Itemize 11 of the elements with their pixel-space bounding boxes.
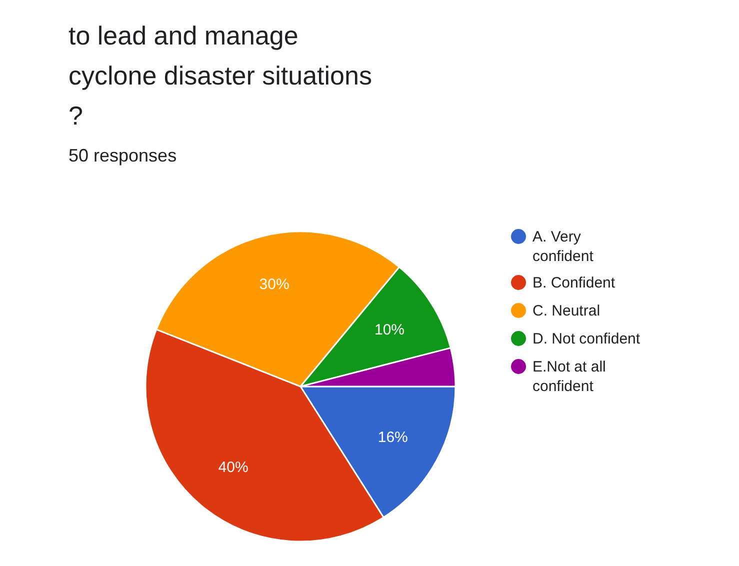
data-label: 16% bbox=[378, 428, 408, 446]
legend-label: E.Not at all confident bbox=[532, 358, 606, 396]
legend-label: B. Confident bbox=[532, 274, 616, 292]
data-label: 40% bbox=[218, 459, 248, 476]
chart-title: to lead and manage cyclone disaster situations ? bbox=[68, 20, 372, 130]
data-label: 10% bbox=[374, 322, 405, 339]
chart-subtitle: 50 responses bbox=[68, 146, 177, 166]
legend-label: D. Not confident bbox=[532, 330, 641, 348]
legend-label: C. Neutral bbox=[532, 302, 600, 320]
data-label: 30% bbox=[259, 276, 290, 293]
legend-label: A. Very confident bbox=[532, 228, 594, 266]
